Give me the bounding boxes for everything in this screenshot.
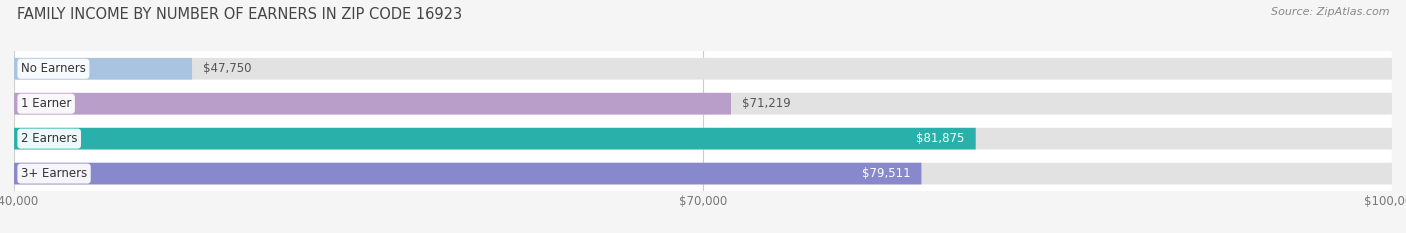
Text: $47,750: $47,750 xyxy=(202,62,252,75)
Text: Source: ZipAtlas.com: Source: ZipAtlas.com xyxy=(1271,7,1389,17)
FancyBboxPatch shape xyxy=(14,163,921,185)
FancyBboxPatch shape xyxy=(14,58,193,80)
FancyBboxPatch shape xyxy=(14,93,731,115)
Text: $71,219: $71,219 xyxy=(742,97,790,110)
Text: 3+ Earners: 3+ Earners xyxy=(21,167,87,180)
Text: $81,875: $81,875 xyxy=(917,132,965,145)
FancyBboxPatch shape xyxy=(14,86,1392,121)
Text: 2 Earners: 2 Earners xyxy=(21,132,77,145)
FancyBboxPatch shape xyxy=(14,156,1392,191)
Text: $79,511: $79,511 xyxy=(862,167,911,180)
FancyBboxPatch shape xyxy=(14,121,1392,156)
FancyBboxPatch shape xyxy=(14,128,1392,150)
FancyBboxPatch shape xyxy=(14,163,1392,185)
Text: FAMILY INCOME BY NUMBER OF EARNERS IN ZIP CODE 16923: FAMILY INCOME BY NUMBER OF EARNERS IN ZI… xyxy=(17,7,463,22)
FancyBboxPatch shape xyxy=(14,93,1392,115)
FancyBboxPatch shape xyxy=(14,58,1392,80)
FancyBboxPatch shape xyxy=(14,128,976,150)
FancyBboxPatch shape xyxy=(14,51,1392,86)
Text: No Earners: No Earners xyxy=(21,62,86,75)
Text: 1 Earner: 1 Earner xyxy=(21,97,72,110)
